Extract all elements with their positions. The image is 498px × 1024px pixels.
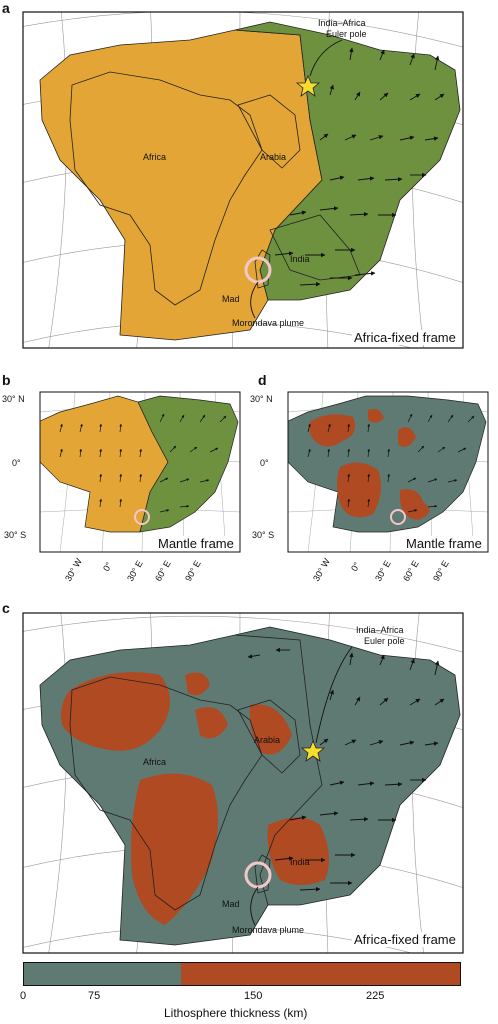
panel-d-border (287, 391, 489, 553)
panel-c-africa-label: Africa (143, 757, 166, 767)
panel-b-border (39, 391, 241, 553)
panel-b-plume-circle (134, 509, 150, 525)
mad-label: Mad (222, 294, 240, 304)
colorbar (23, 962, 461, 986)
india-label: India (290, 254, 310, 264)
arabia-label: Arabia (260, 152, 286, 162)
panel-b-lat-30s: 30° S (4, 530, 26, 540)
continent-outlines (69, 71, 361, 306)
colorbar-low-segment (24, 963, 181, 985)
panel-c-continent-outlines (69, 634, 323, 911)
panel-a-map: India–Africa Euler pole Africa Arabia In… (22, 11, 464, 349)
panel-c-euler-pole-label-line1: India–Africa (356, 625, 404, 635)
panel-a-border (22, 11, 464, 349)
panel-d-frame-label: Mantle frame (404, 536, 484, 551)
panel-d-letter: d (258, 372, 267, 388)
africa-label: Africa (143, 152, 166, 162)
panel-b-map: 30° N 0° 30° S 30° W 0° 30° E 60° E 90° … (2, 391, 241, 583)
panel-d-map: 30° N 0° 30° S 30° W 0° 30° E 60° E 90° … (250, 391, 489, 583)
colorbar-tick-0: 0 (20, 990, 27, 1002)
panel-c-euler-pole-star (300, 739, 326, 762)
india-plate-region (234, 21, 461, 301)
panel-b-lon-0: 0° (101, 560, 114, 573)
plume-label: Morondava plume (232, 318, 304, 328)
panel-b-lon-30w: 30° W (63, 556, 84, 583)
panel-c-letter: c (2, 600, 10, 616)
plume-leader (250, 281, 259, 319)
panel-c-plume-label: Morondava plume (232, 925, 304, 935)
panel-d-plume-circle (390, 509, 406, 525)
panel-c-india-label: India (290, 857, 310, 867)
colorbar-tick-225: 225 (366, 990, 385, 1002)
panel-a-frame-label: Africa-fixed frame (352, 330, 458, 345)
panel-c-map: India–Africa Euler pole Africa Arabia In… (22, 612, 464, 954)
panel-c-euler-pole-label-line2: Euler pole (364, 636, 405, 646)
colorbar-tick-75: 75 (88, 990, 101, 1002)
panel-b-lon-90e: 90° E (183, 559, 203, 583)
panel-c-plates (39, 626, 461, 946)
panel-b-india-plate (137, 395, 239, 533)
panel-d-arrows (307, 413, 475, 513)
euler-pole-leader (309, 39, 343, 77)
panel-c-border (22, 612, 464, 954)
panel-c-arabia-label: Arabia (254, 735, 280, 745)
panel-b-frame-label: Mantle frame (156, 536, 236, 551)
panel-b-letter: b (2, 372, 11, 388)
panel-c-mad-label: Mad (222, 899, 240, 909)
panel-c-thick-lithosphere (61, 672, 329, 925)
euler-pole-star (295, 74, 321, 97)
panel-d-lon-60e: 60° E (401, 559, 421, 583)
colorbar-high-segment (180, 963, 460, 985)
panel-b-lat-0: 0° (12, 458, 21, 468)
panel-d-lat-30s: 30° S (252, 530, 274, 540)
colorbar-title: Lithosphere thickness (km) (164, 1006, 308, 1020)
panel-c-frame-label: Africa-fixed frame (352, 932, 458, 947)
euler-pole-label-line1: India–Africa (318, 18, 366, 28)
panel-d-lon-90e: 90° E (431, 559, 451, 583)
plate-velocity-arrows (274, 47, 445, 287)
panel-d-lon-30w: 30° W (311, 556, 332, 583)
euler-pole-label-line2: Euler pole (326, 29, 367, 39)
panel-d-lon-30e: 30° E (373, 559, 393, 583)
panel-a-letter: a (2, 0, 10, 16)
panel-c-plume-leader (250, 886, 259, 926)
panel-b-lon-60e: 60° E (153, 559, 173, 583)
panel-d-lat-30n: 30° N (250, 394, 273, 404)
panel-c-velocity-arrows (247, 647, 445, 892)
colorbar-tick-150: 150 (244, 990, 263, 1002)
panel-d-lat-0: 0° (260, 458, 269, 468)
panel-b-lon-30e: 30° E (125, 559, 145, 583)
panel-d-plates (288, 395, 487, 533)
panel-b-arrows (59, 413, 227, 513)
panel-d-lon-0: 0° (349, 560, 362, 573)
panel-b-lat-30n: 30° N (2, 394, 25, 404)
panel-c-euler-pole-leader (315, 646, 353, 744)
